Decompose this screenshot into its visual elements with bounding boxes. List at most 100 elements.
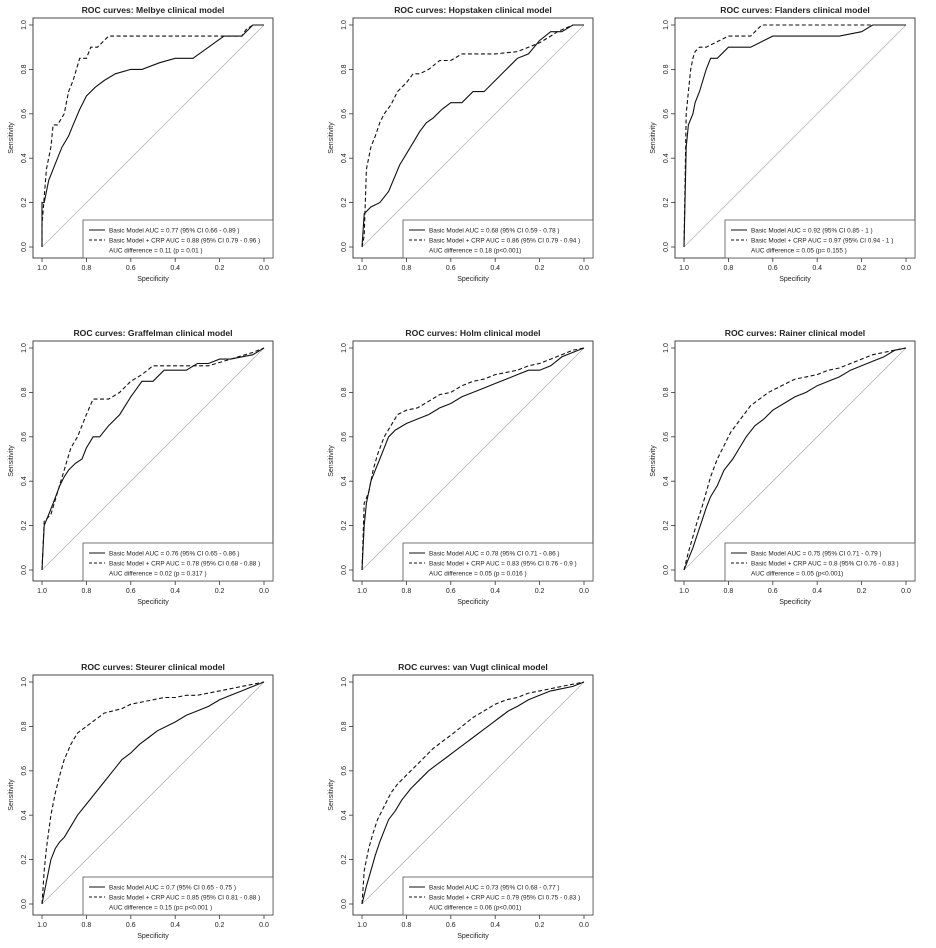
y-tick-label: 0.0 xyxy=(21,565,28,575)
x-tick-label: 0.6 xyxy=(446,265,456,272)
x-tick-label: 0.2 xyxy=(535,922,545,929)
x-tick-label: 0.8 xyxy=(724,588,734,595)
x-tick-label: 0.0 xyxy=(901,265,911,272)
x-axis-label: Specificity xyxy=(457,599,489,606)
x-tick-label: 0.2 xyxy=(215,588,225,595)
x-axis-label: Specificity xyxy=(457,276,489,283)
y-tick-label: 1.0 xyxy=(21,343,28,353)
reference-diagonal xyxy=(683,24,907,248)
legend-entry: Basic Model + CRP AUC = 0.78 (95% CI 0.6… xyxy=(109,561,260,568)
x-tick-label: 1.0 xyxy=(679,588,689,595)
x-tick-label: 0.2 xyxy=(215,265,225,272)
x-tick-label: 1.0 xyxy=(679,265,689,272)
y-tick-label: 0.0 xyxy=(21,899,28,909)
y-tick-label: 1.0 xyxy=(663,20,670,30)
x-tick-label: 1.0 xyxy=(37,922,47,929)
x-tick-label: 1.0 xyxy=(37,588,47,595)
roc-curve-basic-plus-crp xyxy=(361,24,584,248)
y-tick-label: 0.6 xyxy=(341,109,348,119)
y-tick-label: 0.6 xyxy=(341,432,348,442)
reference-diagonal xyxy=(41,681,265,905)
y-tick-label: 1.0 xyxy=(21,20,28,30)
y-tick-label: 0.2 xyxy=(21,855,28,865)
legend-box xyxy=(724,542,916,582)
y-tick-label: 0.4 xyxy=(341,476,348,486)
legend-box xyxy=(402,876,594,916)
y-tick-label: 0.4 xyxy=(21,153,28,163)
y-tick-label: 0.8 xyxy=(663,64,670,74)
x-tick-label: 0.8 xyxy=(724,265,734,272)
y-tick-label: 0.6 xyxy=(21,432,28,442)
y-axis-label: Sensitivity xyxy=(8,122,15,154)
x-tick-label: 0.4 xyxy=(490,922,500,929)
legend-entry: Basic Model AUC = 0.75 (95% CI 0.71 - 0.… xyxy=(751,551,882,558)
x-tick-label: 0.0 xyxy=(579,922,589,929)
legend-entry: Basic Model + CRP AUC = 0.88 (95% CI 0.7… xyxy=(109,238,260,245)
legend-entry: AUC difference = 0.11 (p = 0.01 ) xyxy=(109,248,203,255)
x-axis-label: Specificity xyxy=(457,933,489,940)
legend-entry: Basic Model AUC = 0.92 (95% CI 0.85 - 1 … xyxy=(751,228,873,235)
legend-entry: Basic Model AUC = 0.77 (95% CI 0.66 - 0.… xyxy=(109,228,240,235)
legend-entry: Basic Model AUC = 0.73 (95% CI 0.68 - 0.… xyxy=(429,885,560,892)
roc-curve-basic-plus-crp xyxy=(361,347,585,571)
legend-entry: Basic Model + CRP AUC = 0.8 (95% CI 0.76… xyxy=(751,561,899,568)
reference-diagonal xyxy=(41,24,265,248)
roc-curve-basic-model xyxy=(683,347,907,571)
y-tick-label: 0.2 xyxy=(341,855,348,865)
legend-entry: AUC difference = 0.15 (p= p<0.001 ) xyxy=(109,905,212,912)
roc-curve-basic-model xyxy=(41,24,264,247)
chart-title: ROC curves: Flanders clinical model xyxy=(720,5,869,15)
roc-curve-basic-model xyxy=(361,347,585,571)
roc-panel: ROC curves: Holm clinical model 1.0 0.8 0.6… xyxy=(328,328,594,606)
x-tick-label: 0.2 xyxy=(535,588,545,595)
legend-entry: Basic Model AUC = 0.7 (95% CI 0.65 - 0.7… xyxy=(109,885,236,892)
y-tick-label: 0.2 xyxy=(21,521,28,531)
y-tick-label: 0.2 xyxy=(663,521,670,531)
x-tick-label: 0.2 xyxy=(535,265,545,272)
y-tick-label: 0.8 xyxy=(663,387,670,397)
chart-title: ROC curves: Melbye clinical model xyxy=(82,5,225,15)
legend-entry: Basic Model AUC = 0.78 (95% CI 0.71 - 0.… xyxy=(429,551,560,558)
roc-curve-basic-model xyxy=(361,24,584,248)
x-tick-label: 0.6 xyxy=(768,265,778,272)
y-tick-label: 0.8 xyxy=(341,64,348,74)
y-tick-label: 1.0 xyxy=(21,677,28,687)
x-tick-label: 0.8 xyxy=(82,922,92,929)
legend-box xyxy=(402,219,594,259)
roc-panel: ROC curves: Steurer clinical model 1.0 0.8… xyxy=(8,662,274,940)
y-tick-label: 0.8 xyxy=(21,64,28,74)
x-axis-label: Specificity xyxy=(779,599,811,606)
legend-entry: Basic Model + CRP AUC = 0.85 (95% CI 0.8… xyxy=(109,895,260,902)
y-axis-label: Sensitivity xyxy=(650,445,657,477)
x-tick-label: 0.6 xyxy=(126,922,136,929)
y-axis-label: Sensitivity xyxy=(328,445,335,477)
legend-entry: Basic Model + CRP AUC = 0.79 (95% CI 0.7… xyxy=(429,895,580,902)
x-tick-label: 0.0 xyxy=(259,588,269,595)
x-tick-label: 0.0 xyxy=(579,265,589,272)
x-tick-label: 0.6 xyxy=(446,922,456,929)
y-axis-label: Sensitivity xyxy=(8,779,15,811)
x-tick-label: 0.4 xyxy=(812,265,822,272)
y-axis-label: Sensitivity xyxy=(328,779,335,811)
y-tick-label: 0.0 xyxy=(21,242,28,252)
x-tick-label: 0.0 xyxy=(901,588,911,595)
x-tick-label: 0.2 xyxy=(215,922,225,929)
x-tick-label: 0.8 xyxy=(82,265,92,272)
legend-entry: Basic Model + CRP AUC = 0.97 (95% CI 0.9… xyxy=(751,238,893,245)
roc-curve-basic-model xyxy=(361,681,585,905)
y-tick-label: 0.2 xyxy=(341,521,348,531)
y-tick-label: 0.2 xyxy=(663,198,670,208)
x-tick-label: 0.8 xyxy=(402,922,412,929)
y-tick-label: 0.4 xyxy=(663,476,670,486)
chart-title: ROC curves: Holm clinical model xyxy=(405,328,540,338)
legend-entry: AUC difference = 0.18 (p<0.001) xyxy=(429,248,521,255)
legend-entry: Basic Model AUC = 0.68 (95% CI 0.59 - 0.… xyxy=(429,228,560,235)
y-axis-label: Sensitivity xyxy=(328,122,335,154)
y-tick-label: 0.0 xyxy=(341,565,348,575)
y-tick-label: 1.0 xyxy=(341,343,348,353)
x-tick-label: 0.4 xyxy=(490,265,500,272)
y-tick-label: 0.8 xyxy=(21,721,28,731)
x-tick-label: 0.4 xyxy=(170,588,180,595)
legend-entry: AUC difference = 0.05 (p = 0.016 ) xyxy=(429,571,527,578)
